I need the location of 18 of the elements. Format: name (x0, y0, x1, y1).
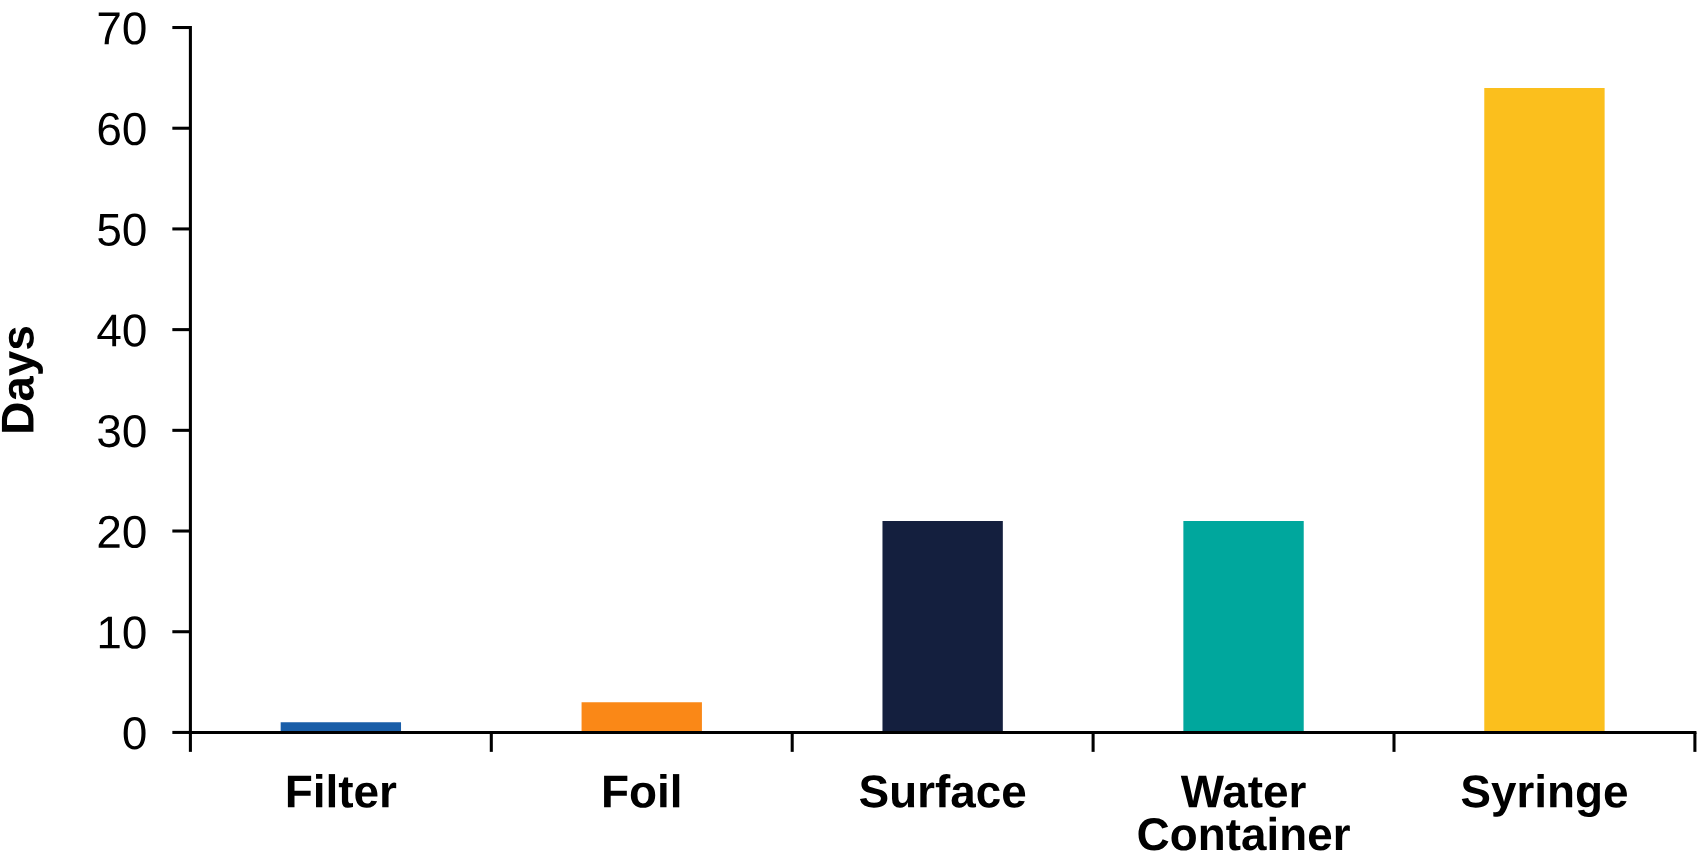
y-tick-label: 70 (98, 12, 146, 45)
x-tick-label: Surface (859, 774, 1026, 808)
x-tick-label: Filter (287, 774, 397, 808)
y-axis-title: Days (1, 327, 43, 432)
bar (581, 702, 702, 733)
y-tick-label: 60 (98, 112, 146, 146)
y-tick-label: 40 (97, 314, 146, 347)
y-tick-label: 0 (123, 717, 146, 750)
x-tick-label: Foil (604, 774, 680, 808)
x-tick-label: Syringe (1461, 774, 1627, 818)
bar (1484, 87, 1605, 733)
bar (882, 520, 1003, 733)
x-tick-label: Water Container (1138, 775, 1350, 851)
y-tick-label: 10 (99, 616, 146, 649)
y-tick-label: 30 (98, 414, 146, 448)
y-tick-label: 50 (98, 213, 146, 246)
y-tick-label: 20 (98, 515, 146, 549)
bar (1183, 520, 1304, 733)
